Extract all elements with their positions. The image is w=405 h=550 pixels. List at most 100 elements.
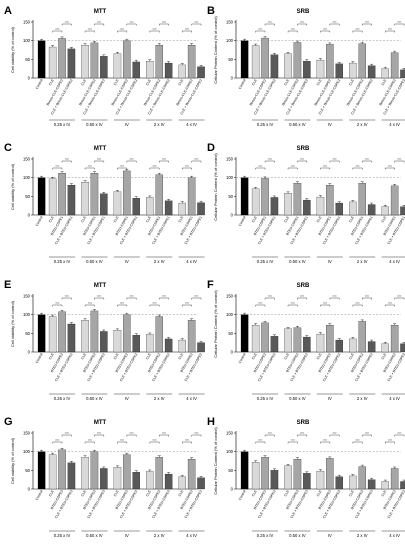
group-label: 0.50 x IV bbox=[86, 533, 103, 538]
significance-marker: **** bbox=[333, 431, 337, 435]
bar bbox=[132, 472, 140, 490]
bar-label: Control bbox=[35, 215, 44, 227]
bar bbox=[146, 334, 154, 353]
bar bbox=[187, 320, 196, 353]
group-label: 0.25 x IV bbox=[54, 396, 71, 401]
significance-marker: **** bbox=[97, 431, 101, 435]
significance-bracket bbox=[320, 30, 331, 33]
significance-bracket bbox=[61, 434, 72, 437]
significance-bracket bbox=[385, 167, 395, 170]
bar bbox=[400, 343, 405, 353]
significance-marker: **** bbox=[323, 27, 327, 31]
bar bbox=[251, 45, 260, 79]
significance-marker: **** bbox=[291, 301, 295, 305]
significance-marker: **** bbox=[388, 164, 392, 168]
bar bbox=[367, 204, 376, 216]
bar bbox=[146, 197, 154, 216]
significance-bracket bbox=[191, 434, 202, 437]
bar bbox=[316, 333, 325, 353]
bar bbox=[270, 336, 279, 353]
significance-marker: **** bbox=[300, 157, 304, 161]
group-label: IV bbox=[125, 396, 129, 401]
significance-marker: **** bbox=[130, 157, 134, 161]
group-label: 4 x IV bbox=[186, 533, 197, 538]
significance-marker: **** bbox=[365, 20, 369, 24]
bar-label: CLE bbox=[316, 489, 323, 497]
significance-bracket bbox=[52, 30, 63, 33]
significance-marker: **** bbox=[153, 27, 157, 31]
significance-marker: **** bbox=[65, 431, 69, 435]
y-tick-label: 100 bbox=[226, 175, 234, 180]
bar-label: CLE bbox=[251, 78, 258, 86]
group-label: 0.50 x IV bbox=[289, 396, 306, 401]
bar bbox=[155, 174, 163, 216]
significance-bracket bbox=[264, 160, 275, 163]
y-axis-label: Cellular Protein Content (% of control) bbox=[213, 153, 218, 221]
significance-bracket bbox=[182, 167, 192, 170]
significance-marker: **** bbox=[323, 164, 327, 168]
significance-marker: **** bbox=[55, 27, 59, 31]
chart-title: SRB bbox=[297, 9, 310, 15]
significance-marker: **** bbox=[65, 20, 69, 24]
y-tick-label: 150 bbox=[23, 157, 31, 162]
significance-bracket bbox=[362, 160, 372, 163]
group-label: 0.25 x IV bbox=[257, 259, 274, 264]
bar-label: Control bbox=[238, 78, 247, 90]
group-label: 2 x IV bbox=[154, 122, 165, 127]
bar bbox=[155, 457, 163, 490]
bar bbox=[37, 314, 46, 353]
significance-bracket bbox=[159, 160, 169, 163]
bar bbox=[90, 173, 99, 216]
significance-marker: **** bbox=[185, 27, 189, 31]
bar-label: CLE bbox=[283, 489, 290, 497]
y-tick-label: 100 bbox=[23, 449, 31, 454]
bar bbox=[197, 342, 205, 353]
bar bbox=[251, 324, 260, 353]
bar bbox=[48, 454, 57, 490]
significance-marker: **** bbox=[153, 438, 157, 442]
significance-bracket bbox=[287, 441, 298, 444]
bar bbox=[155, 316, 163, 353]
bar-label: CLE bbox=[381, 78, 388, 86]
y-tick-label: 150 bbox=[23, 431, 31, 436]
y-tick-label: 150 bbox=[23, 20, 31, 25]
significance-marker: **** bbox=[185, 438, 189, 442]
bar bbox=[132, 198, 140, 216]
significance-bracket bbox=[329, 434, 340, 437]
group-label: 0.50 x IV bbox=[86, 259, 103, 264]
panel-label: F bbox=[207, 279, 214, 291]
bar-label: CLE bbox=[316, 215, 323, 223]
bar-label: CLE bbox=[48, 489, 55, 497]
bar-label: CLE bbox=[145, 352, 152, 360]
bar-label: CLE bbox=[113, 215, 120, 223]
significance-marker: **** bbox=[388, 27, 392, 31]
significance-marker: **** bbox=[258, 301, 262, 305]
bar bbox=[400, 206, 405, 216]
significance-bracket bbox=[394, 297, 405, 300]
bar bbox=[390, 324, 399, 353]
group-label: 2 x IV bbox=[154, 396, 165, 401]
y-tick-label: 50 bbox=[25, 194, 30, 199]
bar bbox=[100, 331, 108, 353]
significance-marker: **** bbox=[300, 431, 304, 435]
panel-b: B SRB Cellular Protein Content (% of contr… bbox=[207, 5, 405, 127]
significance-bracket bbox=[126, 160, 137, 163]
y-axis-label: Cell viability (% of control) bbox=[10, 26, 15, 73]
bar bbox=[240, 314, 249, 353]
group-label: 0.25 x IV bbox=[54, 259, 71, 264]
bar bbox=[164, 338, 173, 353]
significance-marker: **** bbox=[185, 164, 189, 168]
bar-label: CLE bbox=[80, 352, 87, 360]
significance-marker: **** bbox=[258, 438, 262, 442]
significance-bracket bbox=[362, 434, 372, 437]
significance-bracket bbox=[117, 304, 128, 307]
significance-bracket bbox=[352, 30, 363, 33]
bar bbox=[381, 343, 389, 353]
bar-label: Control bbox=[238, 352, 247, 364]
group-label: IV bbox=[328, 122, 332, 127]
panel-g: G MTT Cell viability (% of control) 0 50 100 1… bbox=[4, 416, 205, 538]
bar bbox=[270, 54, 279, 79]
significance-marker: **** bbox=[356, 164, 360, 168]
significance-marker: **** bbox=[185, 301, 189, 305]
significance-marker: **** bbox=[162, 294, 166, 298]
